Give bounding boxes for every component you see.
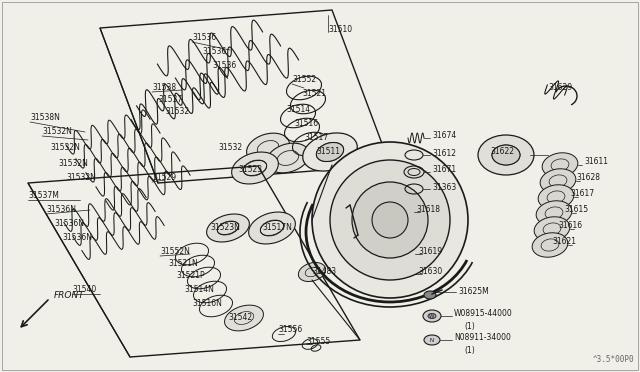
Text: 31556: 31556: [278, 326, 302, 334]
Text: 31532: 31532: [218, 144, 242, 153]
Text: 31514N: 31514N: [184, 285, 214, 295]
Ellipse shape: [232, 152, 278, 184]
Ellipse shape: [372, 202, 408, 238]
Text: 31538N: 31538N: [30, 113, 60, 122]
Ellipse shape: [303, 133, 357, 171]
Text: 31516: 31516: [294, 119, 318, 128]
Text: ^3.5*00P0: ^3.5*00P0: [593, 355, 634, 364]
Text: 31536: 31536: [192, 33, 216, 42]
Ellipse shape: [316, 142, 344, 161]
Ellipse shape: [540, 169, 576, 193]
Text: 31630: 31630: [418, 267, 442, 276]
Ellipse shape: [542, 153, 578, 177]
Text: 31615: 31615: [564, 205, 588, 215]
Ellipse shape: [246, 133, 289, 163]
Text: 31532: 31532: [165, 108, 189, 116]
Text: 31552N: 31552N: [160, 247, 190, 257]
Ellipse shape: [267, 143, 309, 173]
Text: N08911-34000: N08911-34000: [454, 334, 511, 343]
Ellipse shape: [478, 135, 534, 175]
Text: 31628: 31628: [576, 173, 600, 183]
Ellipse shape: [312, 142, 468, 298]
Text: 31536: 31536: [202, 48, 227, 57]
Text: 31536N: 31536N: [46, 205, 76, 215]
Text: 31537M: 31537M: [28, 192, 59, 201]
Text: 31536N: 31536N: [62, 234, 92, 243]
Text: 31612: 31612: [432, 148, 456, 157]
Text: 31537: 31537: [158, 96, 182, 105]
Text: 31511: 31511: [316, 148, 340, 157]
Text: W: W: [429, 314, 435, 318]
Text: 31532N: 31532N: [50, 144, 80, 153]
Text: 31483: 31483: [312, 267, 336, 276]
Ellipse shape: [534, 217, 570, 241]
Ellipse shape: [298, 263, 326, 282]
Text: 31538: 31538: [152, 83, 176, 93]
Ellipse shape: [424, 291, 436, 299]
Ellipse shape: [207, 214, 250, 242]
Text: 31625M: 31625M: [458, 288, 489, 296]
Text: 31521P: 31521P: [176, 272, 205, 280]
Text: 31516N: 31516N: [192, 299, 222, 308]
Ellipse shape: [492, 145, 520, 165]
Text: 31363: 31363: [432, 183, 456, 192]
Text: 31536: 31536: [212, 61, 236, 71]
Text: 31521: 31521: [302, 90, 326, 99]
Ellipse shape: [536, 201, 572, 225]
Text: 31619: 31619: [418, 247, 442, 257]
Text: 31674: 31674: [432, 131, 456, 141]
Ellipse shape: [330, 160, 450, 280]
Text: 31521N: 31521N: [168, 260, 198, 269]
Text: 31629: 31629: [548, 83, 572, 93]
Ellipse shape: [423, 310, 441, 322]
Ellipse shape: [538, 185, 574, 209]
Text: 31532N: 31532N: [66, 173, 96, 183]
Text: 31622: 31622: [490, 148, 514, 157]
Text: 31523: 31523: [238, 166, 262, 174]
Text: (1): (1): [464, 346, 475, 355]
Text: 31536N: 31536N: [54, 219, 84, 228]
Ellipse shape: [352, 182, 428, 258]
Text: 31517: 31517: [304, 134, 328, 142]
Text: 31618: 31618: [416, 205, 440, 215]
Ellipse shape: [248, 212, 296, 244]
Text: 31671: 31671: [432, 166, 456, 174]
Text: N: N: [430, 337, 434, 343]
Ellipse shape: [424, 335, 440, 345]
Text: W08915-44000: W08915-44000: [454, 310, 513, 318]
Text: 31555: 31555: [306, 337, 330, 346]
Text: 31514: 31514: [286, 106, 310, 115]
Text: 31542: 31542: [228, 314, 252, 323]
Text: 31617: 31617: [570, 189, 594, 199]
Text: 31540: 31540: [72, 285, 96, 295]
Text: 31517N: 31517N: [262, 224, 292, 232]
Text: 31529: 31529: [152, 173, 176, 183]
Text: 31532N: 31532N: [42, 128, 72, 137]
Text: 31621: 31621: [552, 237, 576, 247]
Text: 31611: 31611: [584, 157, 608, 167]
Ellipse shape: [225, 305, 264, 331]
Text: 31532N: 31532N: [58, 158, 88, 167]
Text: 31616: 31616: [558, 221, 582, 231]
Text: 31510: 31510: [328, 26, 352, 35]
Text: 31523N: 31523N: [210, 224, 240, 232]
Ellipse shape: [532, 233, 568, 257]
Text: 31552: 31552: [292, 76, 316, 84]
Text: (1): (1): [464, 321, 475, 330]
Ellipse shape: [428, 314, 436, 318]
Text: FRONT: FRONT: [54, 291, 84, 299]
